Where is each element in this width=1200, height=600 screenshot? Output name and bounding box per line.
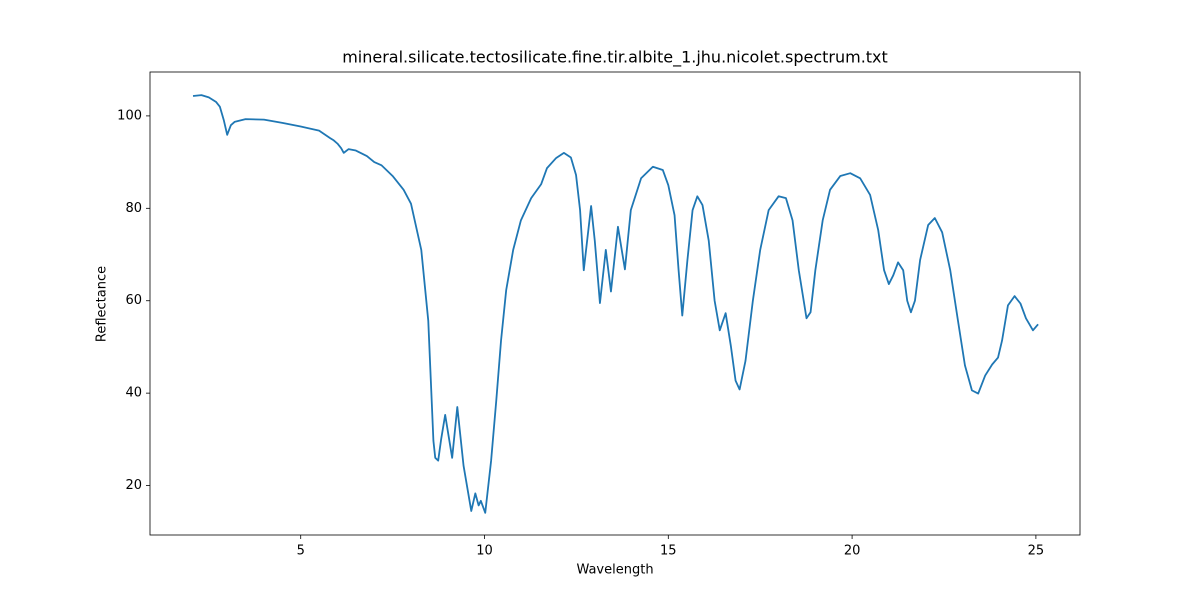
plot-frame (149, 71, 1081, 536)
x-tick-label: 15 (660, 544, 677, 559)
y-tick-label: 40 (125, 386, 142, 401)
spectrum-line (192, 94, 1039, 514)
y-tick-label: 100 (117, 108, 142, 123)
y-tick-label: 20 (125, 478, 142, 493)
y-tick-label: 80 (125, 201, 142, 216)
x-tick-label: 25 (1028, 544, 1045, 559)
x-axis-label: Wavelength (576, 563, 653, 578)
chart-title: mineral.silicate.tectosilicate.fine.tir.… (342, 48, 888, 68)
y-axis-label: Reflectance (95, 266, 110, 342)
x-tick-label: 5 (297, 544, 305, 559)
x-tick-label: 20 (844, 544, 861, 559)
x-tick-label: 10 (476, 544, 493, 559)
y-tick-label: 60 (125, 293, 142, 308)
